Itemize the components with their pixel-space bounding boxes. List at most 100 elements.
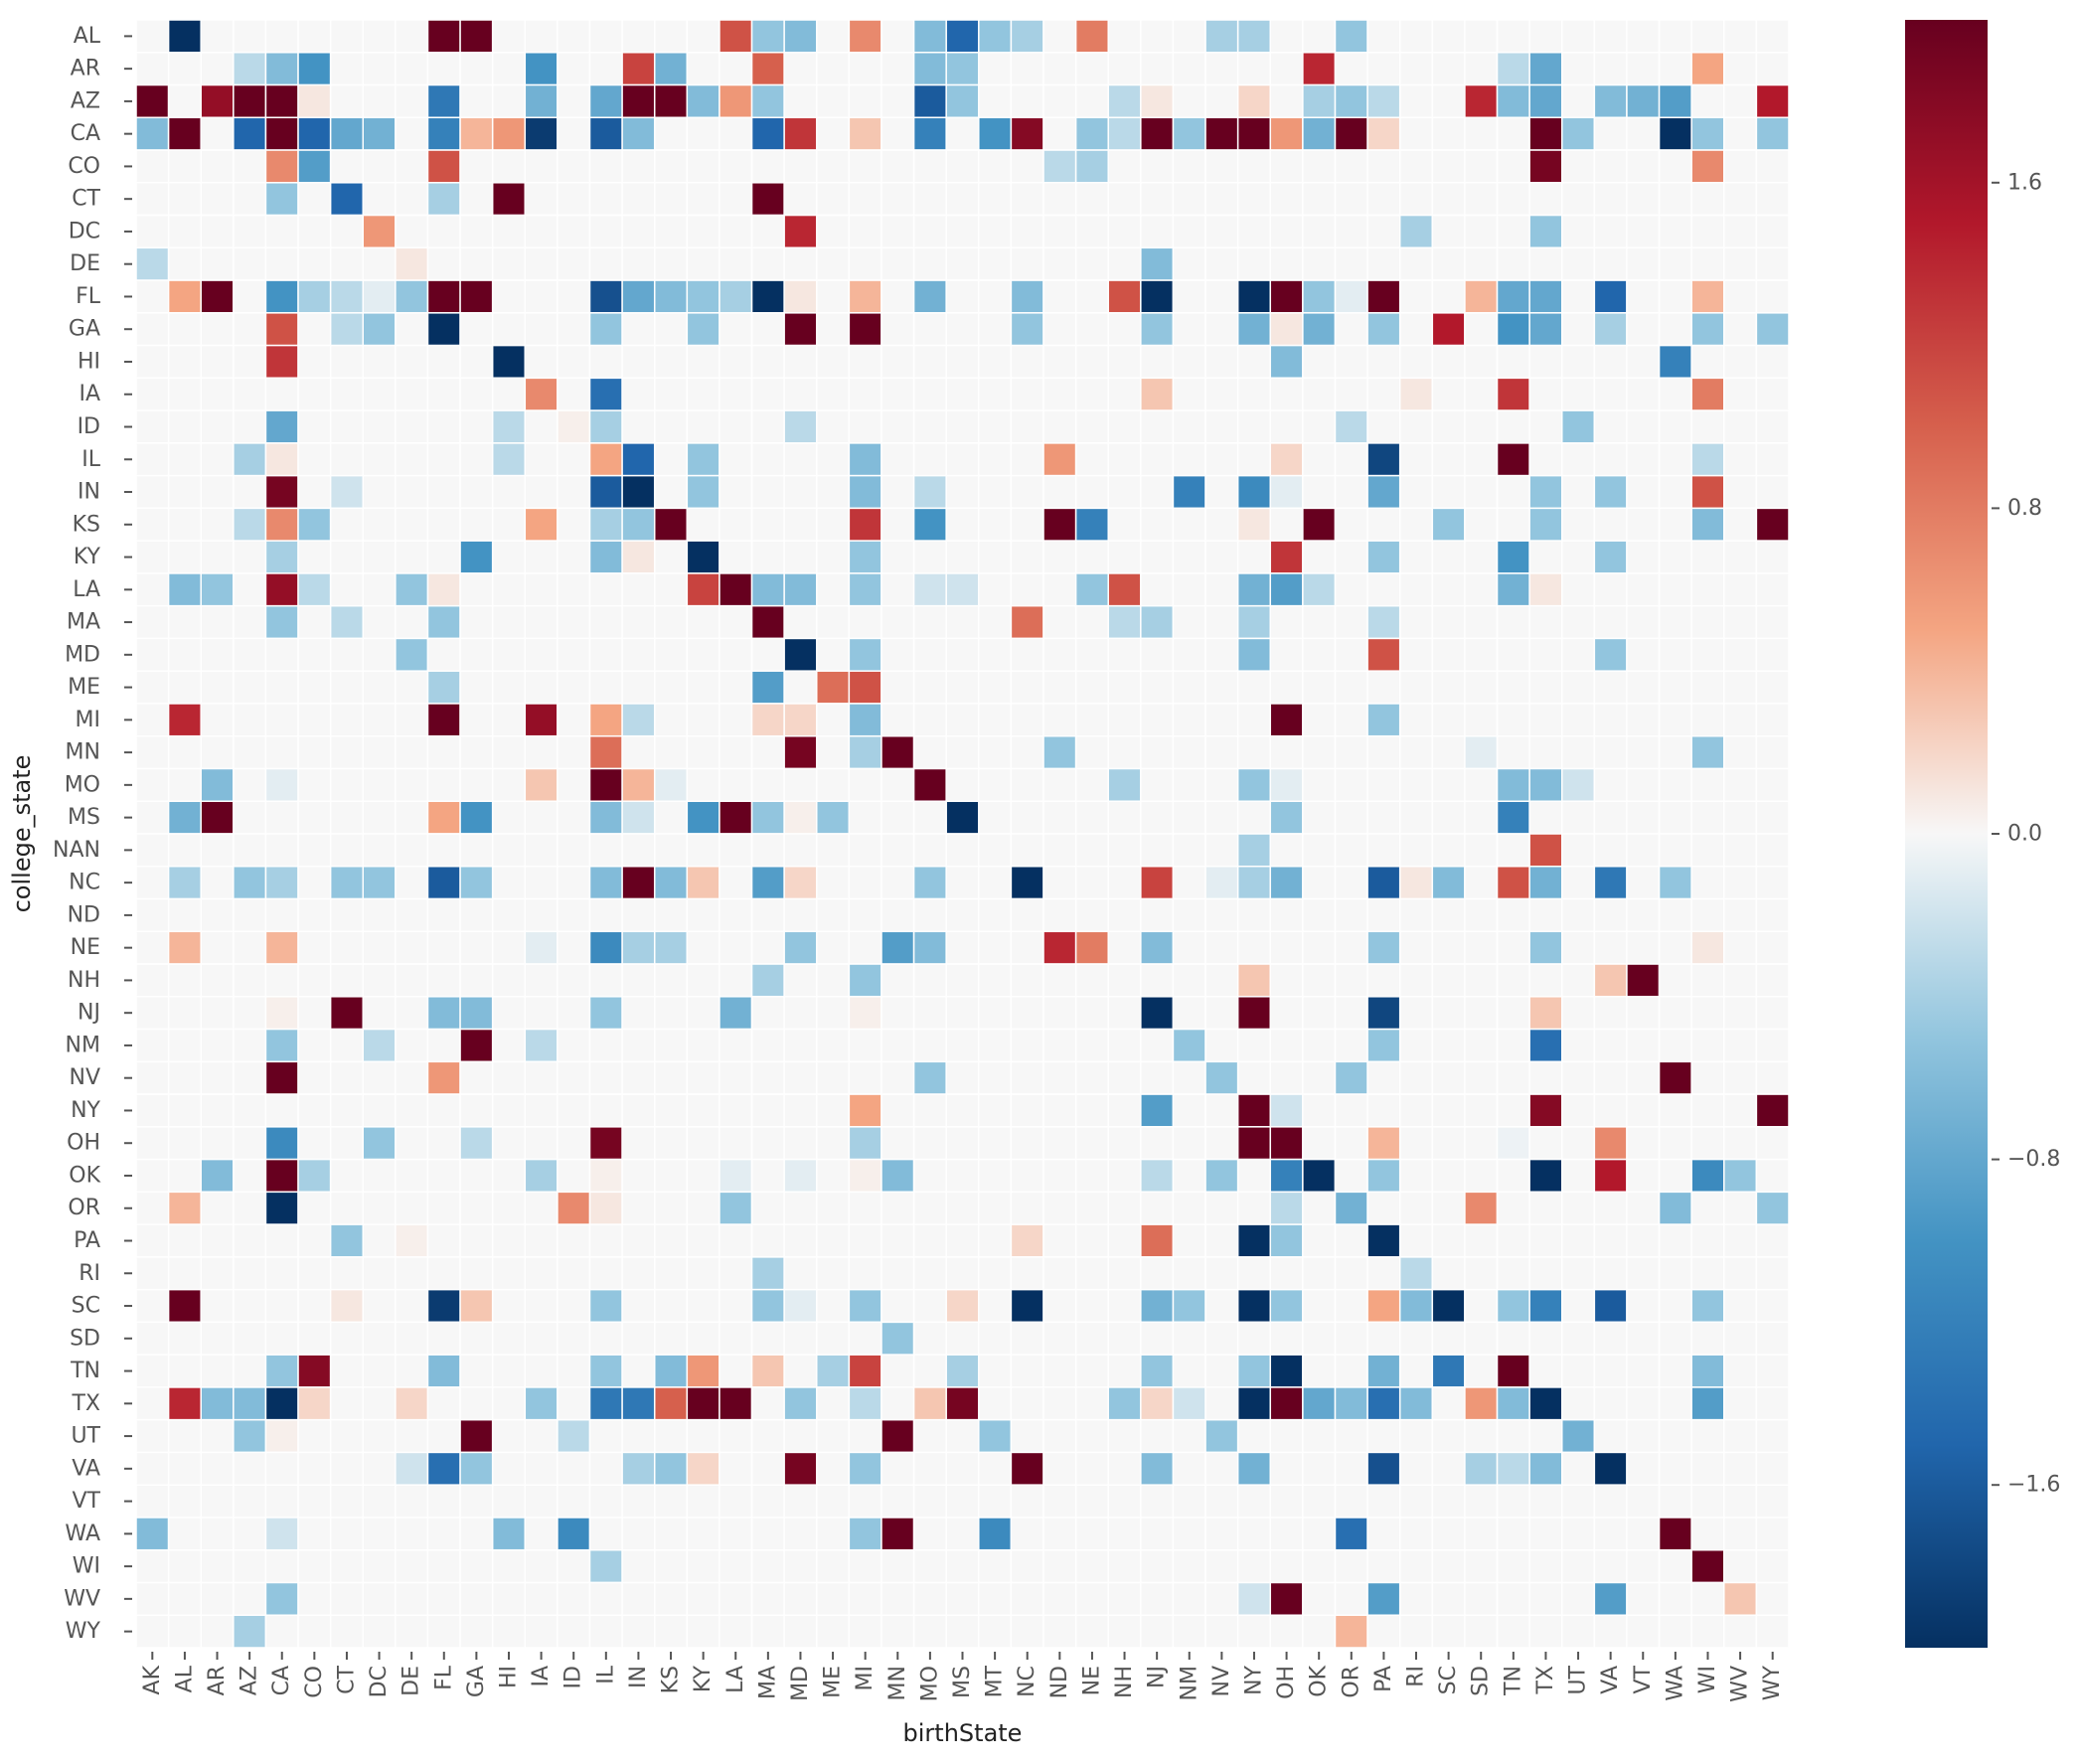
heatmap-cell [1528, 833, 1563, 868]
heatmap-cell [426, 279, 461, 314]
heatmap-cell [329, 866, 365, 900]
heatmap-cell [1626, 83, 1661, 119]
heatmap-cell [395, 246, 429, 281]
heatmap-cell [1755, 442, 1790, 477]
heatmap-cell [135, 703, 170, 737]
heatmap-cell [1042, 572, 1077, 607]
heatmap-cell [912, 963, 947, 998]
heatmap-cell [1398, 344, 1434, 380]
heatmap-cell [233, 344, 267, 380]
heatmap-cell [653, 149, 689, 184]
heatmap-cell [1528, 866, 1563, 900]
heatmap-cell [719, 344, 753, 380]
heatmap-cell [1010, 963, 1044, 998]
heatmap-cell [1431, 703, 1466, 737]
heatmap-cell [1204, 1418, 1239, 1454]
heatmap-cell [880, 1256, 915, 1291]
heatmap-cell [329, 279, 365, 314]
heatmap-cell [167, 1484, 202, 1519]
heatmap-cell [1366, 1256, 1401, 1291]
heatmap-cell [1236, 1321, 1272, 1356]
heatmap-cell [1074, 409, 1109, 444]
heatmap-cell [167, 1158, 202, 1194]
heatmap-cell [1658, 1354, 1692, 1388]
heatmap-cell [362, 703, 397, 737]
heatmap-cell [395, 1581, 429, 1616]
heatmap-cell [264, 734, 299, 770]
heatmap-cell [1172, 897, 1206, 933]
heatmap-cell [1755, 1614, 1790, 1649]
heatmap-cell [588, 767, 623, 802]
heatmap-cell [1528, 1028, 1563, 1063]
heatmap-cell [653, 83, 689, 119]
heatmap-cell [1302, 116, 1337, 151]
heatmap-cell [1593, 1548, 1628, 1584]
heatmap-cell [1658, 1158, 1692, 1194]
heatmap-cell [1464, 1581, 1499, 1616]
heatmap-cell [1010, 214, 1044, 249]
heatmap-cell [1528, 409, 1563, 444]
heatmap-cell [945, 214, 980, 249]
heatmap-cell [1204, 214, 1239, 249]
heatmap-cell [557, 1191, 591, 1225]
heatmap-cell [1431, 377, 1466, 411]
heatmap-cell [395, 703, 429, 737]
heatmap-cell [1107, 800, 1142, 835]
x-tick-label: VA [1598, 1666, 1623, 1694]
heatmap-cell [1658, 800, 1692, 835]
heatmap-cell [362, 637, 397, 672]
heatmap-cell [395, 767, 429, 802]
heatmap-cell [362, 1614, 397, 1649]
heatmap-cell [1593, 800, 1628, 835]
heatmap-cell [524, 246, 559, 281]
heatmap-cell [1431, 507, 1466, 542]
heatmap-cell [395, 1191, 429, 1225]
heatmap-cell [880, 409, 915, 444]
heatmap-cell [1626, 572, 1661, 607]
heatmap-cell [912, 377, 947, 411]
heatmap-cell [1690, 670, 1725, 705]
heatmap-cell [491, 637, 527, 672]
heatmap-cell [1236, 930, 1272, 965]
heatmap-cell [1464, 214, 1499, 249]
heatmap-cell [1723, 1418, 1758, 1454]
heatmap-cell [880, 214, 915, 249]
heatmap-cell [1269, 604, 1304, 640]
heatmap-cell [1302, 1517, 1337, 1551]
x-tick-label: NH [1112, 1666, 1137, 1698]
heatmap-cell [1658, 996, 1692, 1031]
heatmap-cell [686, 833, 720, 868]
heatmap-cell [1496, 734, 1530, 770]
heatmap-cell [524, 800, 559, 835]
heatmap-cell [135, 442, 170, 477]
heatmap-cell [1658, 1451, 1692, 1486]
heatmap-cell [1140, 866, 1175, 900]
heatmap-cell [1593, 767, 1628, 802]
heatmap-cell [395, 1548, 429, 1584]
heatmap-cell [1074, 767, 1109, 802]
heatmap-cell [264, 1418, 299, 1454]
heatmap-cell [621, 866, 656, 900]
heatmap-cell [1464, 767, 1499, 802]
heatmap-cell [1074, 83, 1109, 119]
heatmap-cell [1755, 1517, 1790, 1551]
heatmap-cell [816, 83, 851, 119]
heatmap-cell [557, 767, 591, 802]
heatmap-cell [912, 996, 947, 1031]
heatmap-cell [1464, 19, 1499, 54]
heatmap-cell [978, 1354, 1013, 1388]
heatmap-cell [426, 996, 461, 1031]
heatmap-cell [653, 1386, 689, 1421]
heatmap-cell [1626, 1256, 1661, 1291]
heatmap-cell [686, 1223, 720, 1258]
heatmap-cell [557, 116, 591, 151]
heatmap-cell [880, 637, 915, 672]
heatmap-cell [1236, 1386, 1272, 1421]
heatmap-cell [329, 1517, 365, 1551]
heatmap-cell [1302, 182, 1337, 217]
x-tick-label: WI [1695, 1666, 1720, 1693]
heatmap-cell [880, 507, 915, 542]
x-tick-label: ME [821, 1666, 846, 1698]
heatmap-cell [978, 149, 1013, 184]
heatmap-cell [1366, 996, 1401, 1031]
